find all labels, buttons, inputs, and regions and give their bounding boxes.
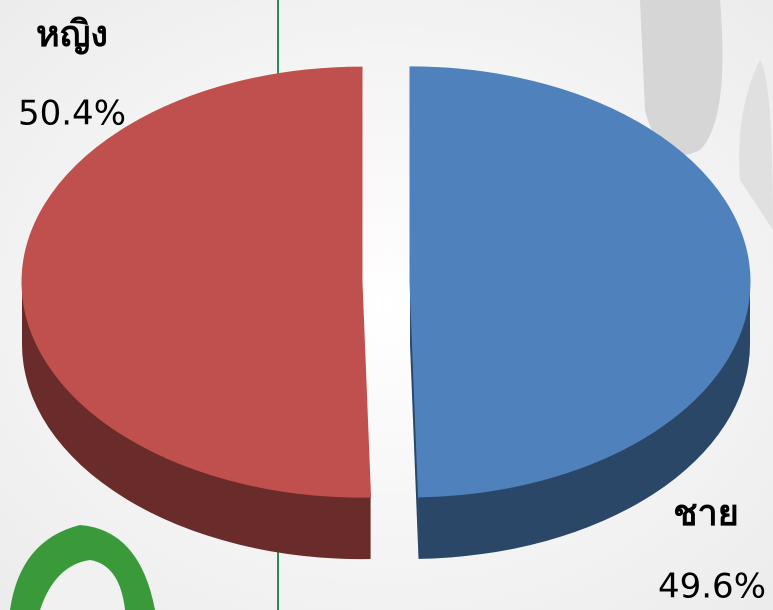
pie-tops — [21, 66, 751, 498]
labels: ชาย 49.6% หญิง 50.4% — [18, 14, 766, 607]
slice — [21, 66, 372, 498]
decoration — [640, 0, 723, 155]
slice-side — [22, 282, 371, 560]
slice-side-shade — [418, 281, 750, 559]
slice-side — [418, 281, 750, 559]
logo — [40, 560, 125, 610]
value-label: 50.4% — [18, 94, 126, 134]
slice-side-shade — [22, 282, 371, 560]
category-label: ชาย — [673, 493, 739, 534]
slice-side — [409, 281, 419, 559]
decoration — [739, 60, 773, 230]
slice-side-shade — [409, 281, 419, 559]
category-label: หญิง — [36, 14, 108, 55]
slice — [409, 66, 751, 498]
value-label: 49.6% — [658, 567, 766, 607]
